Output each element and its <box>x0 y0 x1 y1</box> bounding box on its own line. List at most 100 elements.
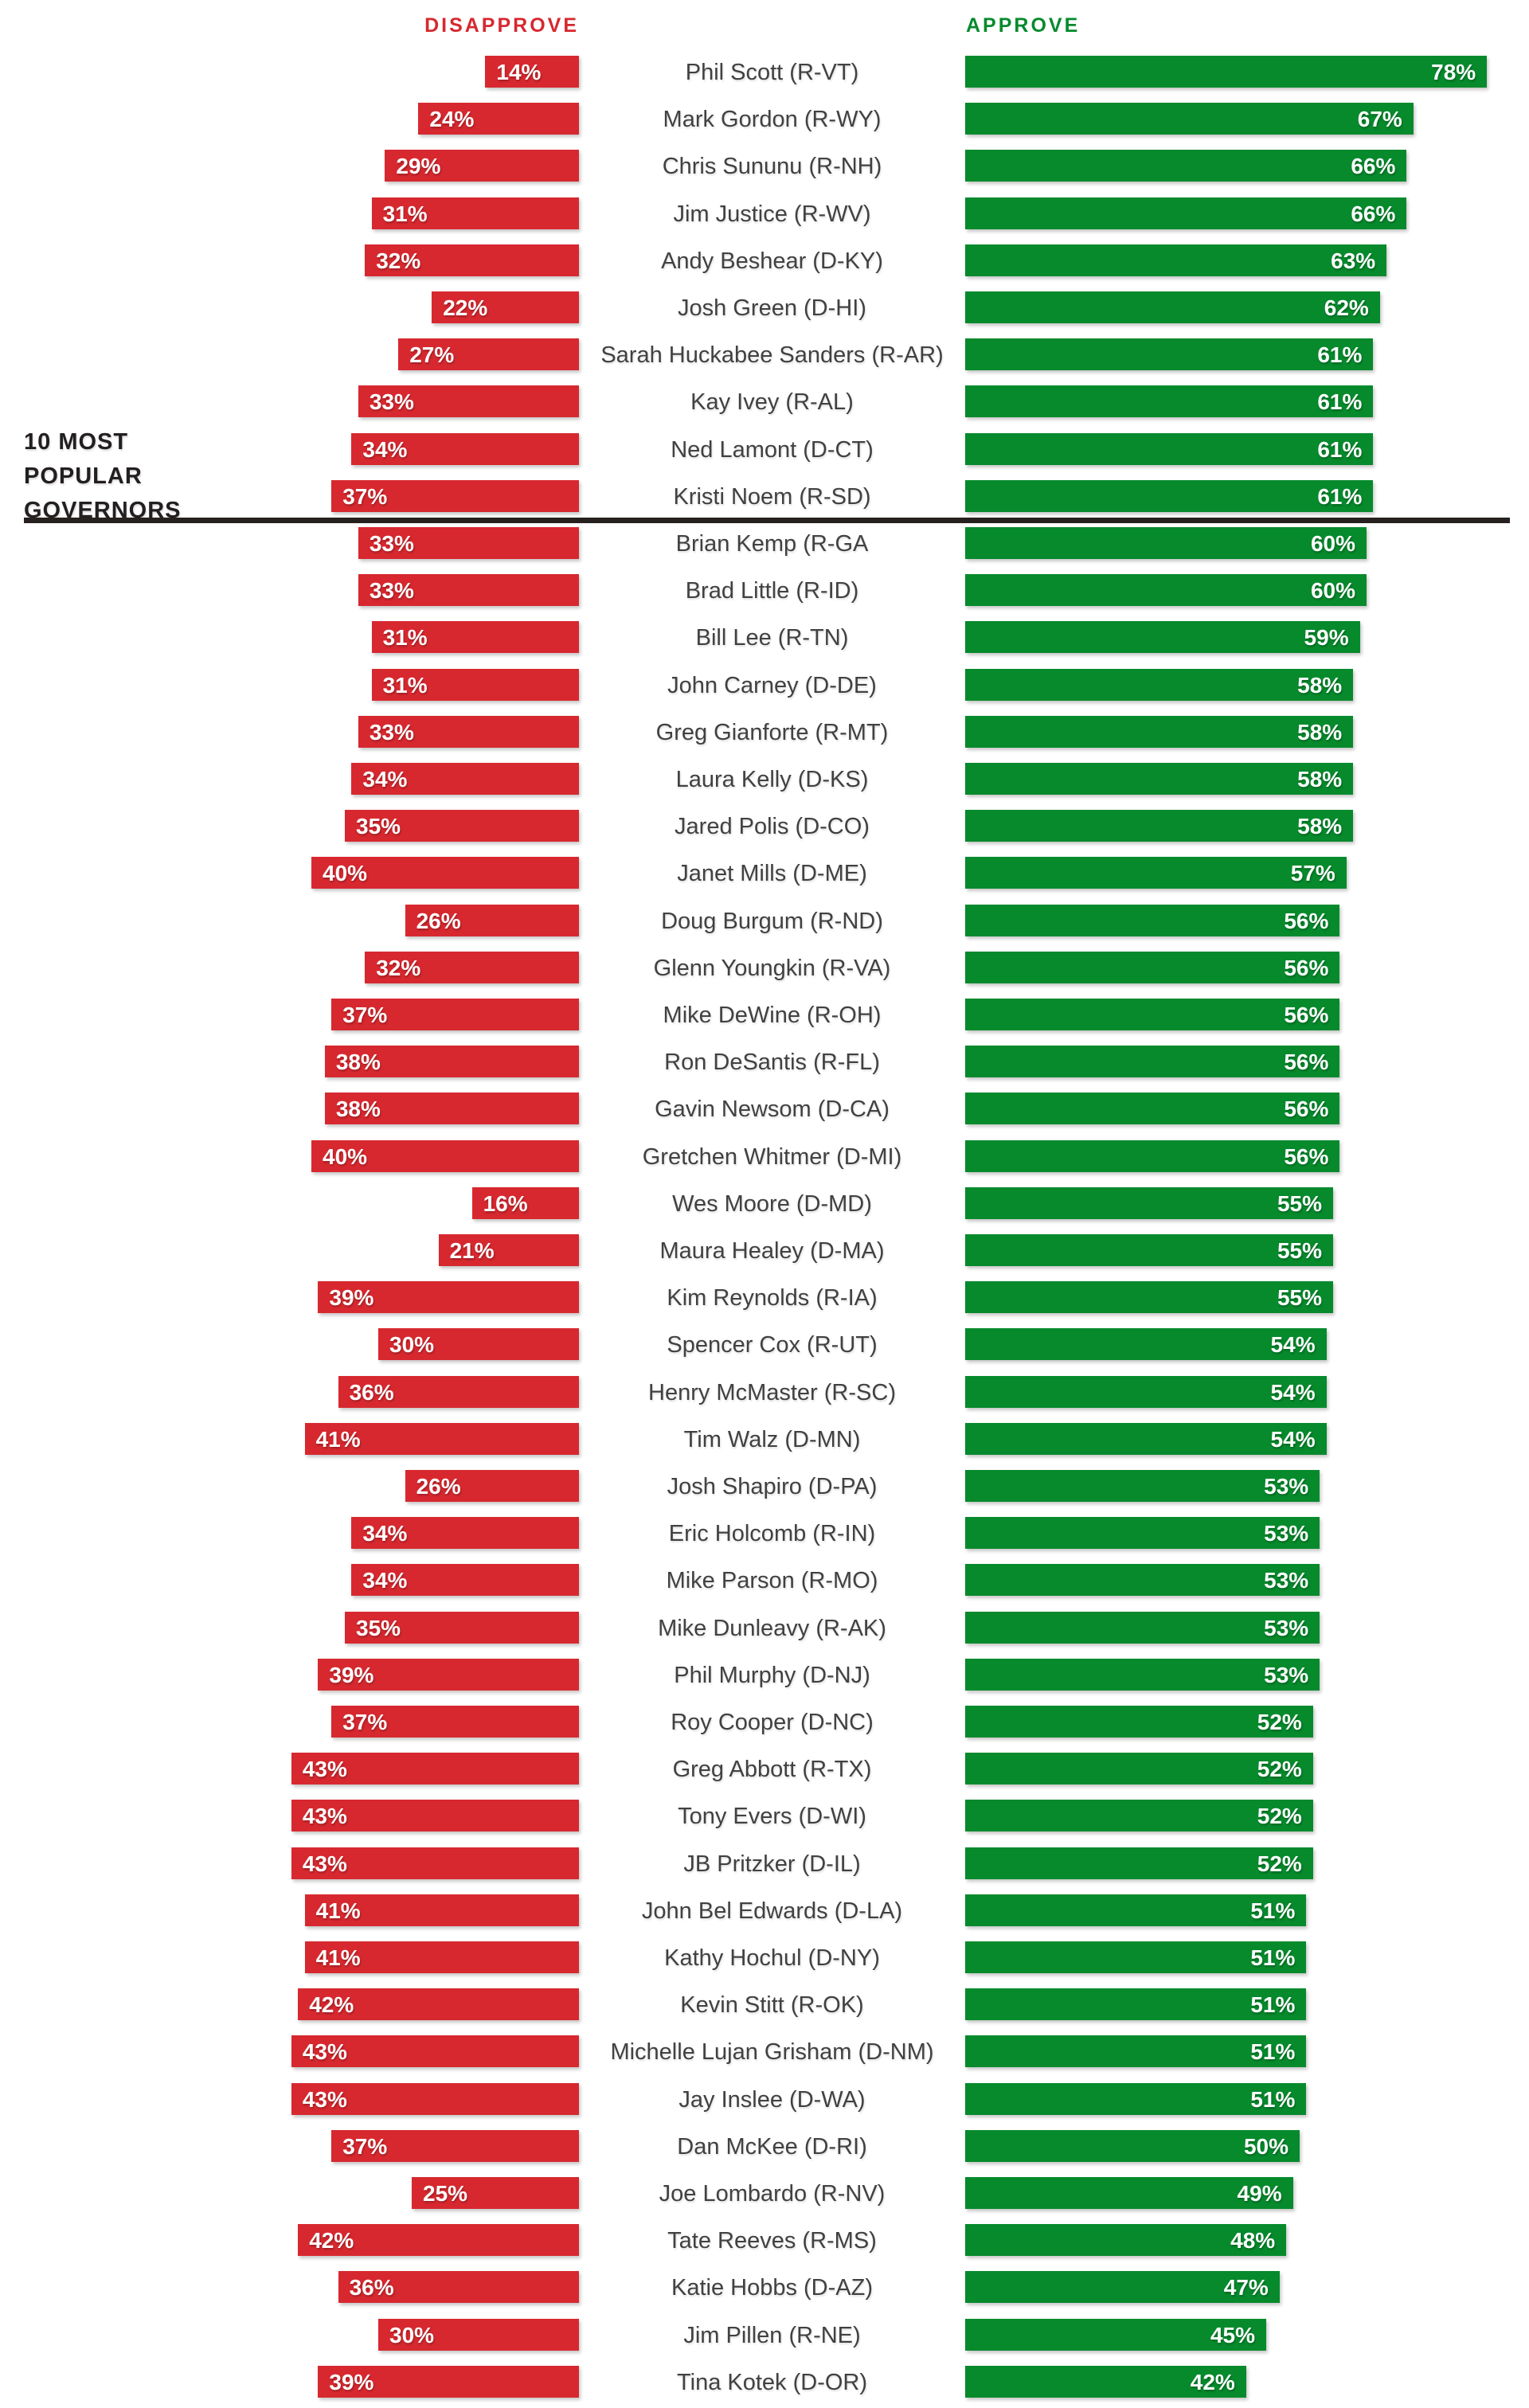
governor-row: 14% Phil Scott (R-VT) 78% <box>0 56 1529 88</box>
disapprove-bar: 35% <box>345 1611 579 1644</box>
approve-value-label: 58% <box>1297 814 1343 839</box>
approve-value-label: 55% <box>1277 1238 1322 1263</box>
governor-row: 41% John Bel Edwards (D-LA) 51% <box>0 1894 1529 1926</box>
approve-value-label: 52% <box>1257 1710 1302 1734</box>
governor-name: Bill Lee (R-TN) <box>695 625 849 651</box>
disapprove-value-label: 31% <box>382 625 428 651</box>
governor-name: Tate Reeves (R-MS) <box>667 2228 877 2254</box>
approve-value-label: 57% <box>1290 861 1335 886</box>
governor-name: Greg Abbott (R-TX) <box>672 1757 872 1783</box>
disapprove-bar: 29% <box>385 150 579 182</box>
disapprove-value-label: 42% <box>309 1992 354 2018</box>
approve-value-label: 52% <box>1257 1757 1302 1782</box>
disapprove-value-label: 39% <box>329 1285 374 1311</box>
disapprove-value-label: 42% <box>309 2228 354 2254</box>
governor-row: 33% Greg Gianforte (R-MT) 58% <box>0 715 1529 748</box>
approve-bar: 52% <box>965 1753 1313 1785</box>
disapprove-bar: 42% <box>298 1988 579 2021</box>
disapprove-bar: 41% <box>304 1894 579 1926</box>
governor-name: Roy Cooper (D-NC) <box>671 1710 874 1735</box>
disapprove-value-label: 38% <box>335 1096 381 1122</box>
disapprove-value-label: 36% <box>349 2275 394 2300</box>
disapprove-value-label: 35% <box>356 814 401 839</box>
governor-name: Tony Evers (D-WI) <box>678 1804 866 1830</box>
governor-name: Doug Burgum (R-ND) <box>661 908 883 934</box>
approve-value-label: 42% <box>1190 2369 1235 2394</box>
disapprove-bar: 37% <box>331 1706 579 1738</box>
disapprove-bar: 33% <box>358 527 579 559</box>
approve-bar: 57% <box>965 857 1347 889</box>
approve-bar: 47% <box>965 2271 1280 2304</box>
governor-row: 24% Mark Gordon (R-WY) 67% <box>0 103 1529 135</box>
disapprove-value-label: 43% <box>302 1804 347 1829</box>
disapprove-bar: 43% <box>291 1800 579 1832</box>
disapprove-bar: 31% <box>371 668 579 701</box>
governor-name: John Carney (D-DE) <box>667 672 877 698</box>
approve-value-label: 61% <box>1317 342 1363 368</box>
disapprove-value-label: 31% <box>382 201 428 226</box>
approve-bar: 51% <box>965 2082 1307 2115</box>
approve-column-header: APPROVE <box>966 14 1081 37</box>
approve-bar: 61% <box>965 338 1374 371</box>
disapprove-bar: 25% <box>412 2177 579 2209</box>
approve-bar: 61% <box>965 479 1374 512</box>
governor-row: 39% Phil Murphy (D-NJ) 53% <box>0 1658 1529 1691</box>
approve-value-label: 53% <box>1264 1615 1309 1640</box>
disapprove-bar: 35% <box>345 810 579 842</box>
approve-bar: 62% <box>965 291 1380 323</box>
approve-bar: 54% <box>965 1375 1327 1408</box>
approve-bar: 61% <box>965 385 1374 418</box>
disapprove-value-label: 34% <box>362 1521 408 1546</box>
disapprove-bar: 32% <box>365 244 579 276</box>
disapprove-bar: 37% <box>331 2129 579 2162</box>
disapprove-bar: 41% <box>304 1941 579 1973</box>
approve-value-label: 53% <box>1264 1521 1309 1546</box>
disapprove-value-label: 41% <box>315 1426 361 1452</box>
disapprove-value-label: 31% <box>382 672 428 698</box>
disapprove-bar: 26% <box>405 1470 579 1502</box>
approve-bar: 53% <box>965 1564 1320 1597</box>
governor-row: 37% Kristi Noem (R-SD) 61% <box>0 479 1529 512</box>
governor-name: Dan McKee (D-RI) <box>677 2133 867 2160</box>
disapprove-value-label: 40% <box>323 1143 368 1169</box>
approve-bar: 53% <box>965 1470 1320 1502</box>
top-ten-divider-line <box>24 518 1510 523</box>
governor-name: Kevin Stitt (R-OK) <box>680 1992 864 2019</box>
approve-value-label: 62% <box>1324 295 1369 320</box>
approve-value-label: 54% <box>1270 1332 1316 1358</box>
governor-row: 41% Tim Walz (D-MN) 54% <box>0 1422 1529 1455</box>
governor-row: 43% Tony Evers (D-WI) 52% <box>0 1800 1529 1832</box>
approve-value-label: 55% <box>1277 1190 1322 1216</box>
approve-bar: 60% <box>965 574 1367 607</box>
approve-value-label: 63% <box>1331 248 1376 273</box>
governor-row: 40% Janet Mills (D-ME) 57% <box>0 857 1529 889</box>
disapprove-bar: 39% <box>318 1658 579 1691</box>
approve-value-label: 45% <box>1210 2322 1255 2347</box>
governor-row: 38% Ron DeSantis (R-FL) 56% <box>0 1046 1529 1078</box>
governor-row: 43% JB Pritzker (D-IL) 52% <box>0 1847 1529 1879</box>
disapprove-bar: 43% <box>291 2082 579 2115</box>
approve-bar: 56% <box>965 1093 1340 1125</box>
disapprove-bar: 34% <box>351 1517 579 1550</box>
governor-row: 33% Kay Ivey (R-AL) 61% <box>0 385 1529 418</box>
governor-row: 16% Wes Moore (D-MD) 55% <box>0 1186 1529 1219</box>
governor-row: 43% Jay Inslee (D-WA) 51% <box>0 2082 1529 2115</box>
governor-row: 34% Ned Lamont (D-CT) 61% <box>0 432 1529 465</box>
governor-row: 31% John Carney (D-DE) 58% <box>0 668 1529 701</box>
governor-row: 37% Roy Cooper (D-NC) 52% <box>0 1706 1529 1738</box>
disapprove-value-label: 34% <box>362 767 408 792</box>
governor-row: 33% Brian Kemp (R-GA 60% <box>0 527 1529 559</box>
approve-value-label: 48% <box>1230 2228 1276 2254</box>
disapprove-bar: 30% <box>378 1328 579 1361</box>
disapprove-bar: 30% <box>378 2318 579 2351</box>
governor-row: 31% Bill Lee (R-TN) 59% <box>0 621 1529 654</box>
approve-bar: 48% <box>965 2224 1287 2257</box>
governor-name: Phil Scott (R-VT) <box>685 60 859 85</box>
disapprove-bar: 16% <box>471 1186 579 1219</box>
disapprove-value-label: 34% <box>362 1568 408 1593</box>
approve-bar: 55% <box>965 1281 1333 1314</box>
governor-name: Josh Green (D-HI) <box>678 295 866 321</box>
disapprove-value-label: 26% <box>416 1474 461 1499</box>
disapprove-bar: 43% <box>291 2035 579 2068</box>
disapprove-bar: 38% <box>324 1046 579 1078</box>
